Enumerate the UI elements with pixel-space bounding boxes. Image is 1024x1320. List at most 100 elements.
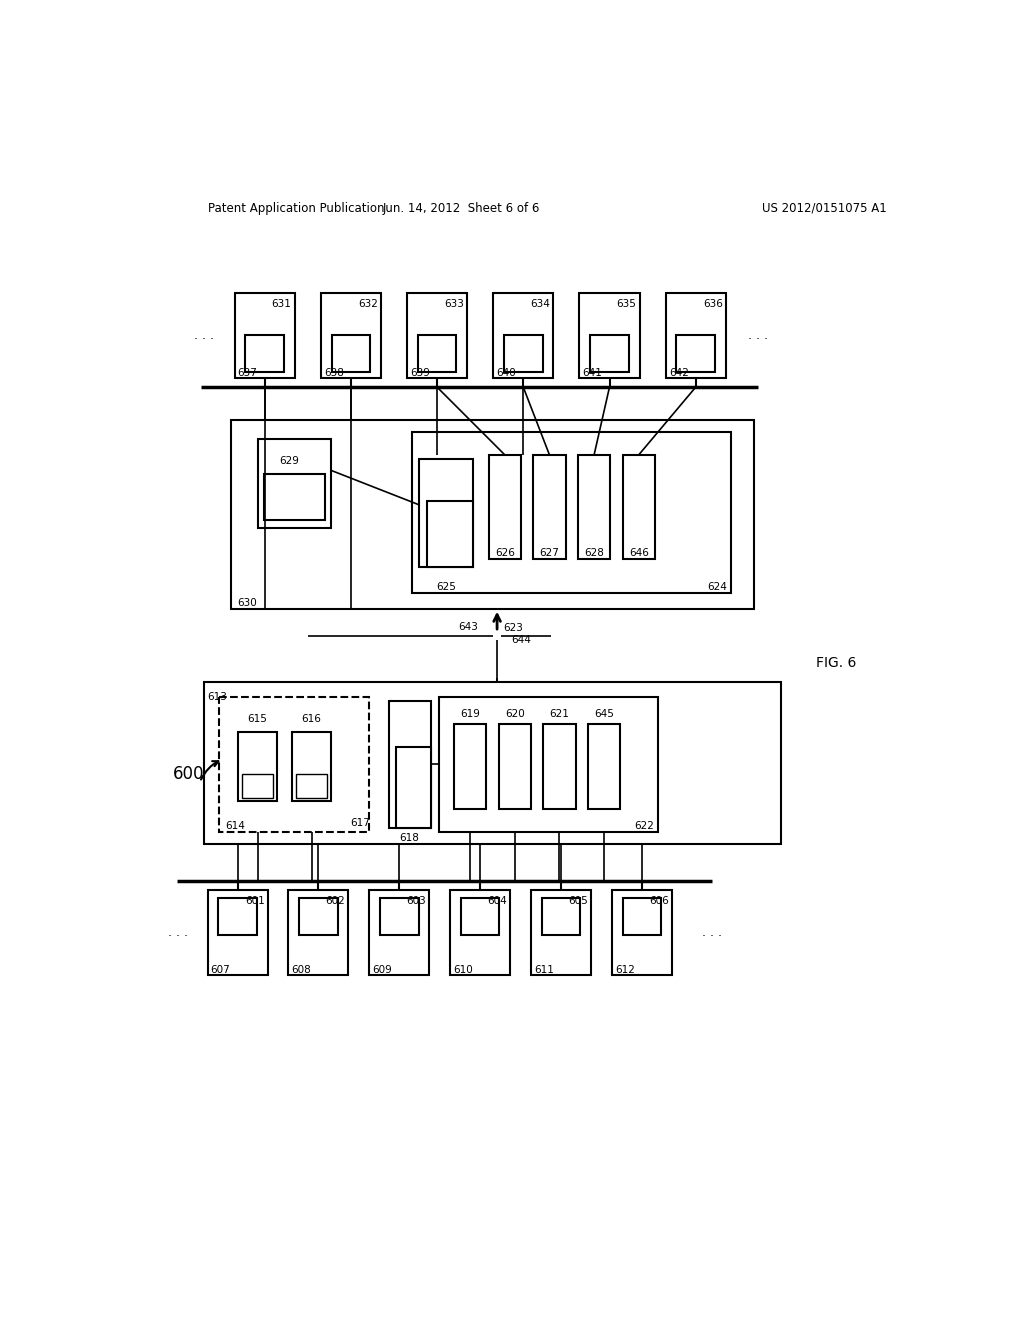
Bar [299, 898, 338, 935]
Bar [321, 293, 381, 378]
Bar [208, 890, 267, 974]
Bar [289, 890, 348, 974]
Text: 645: 645 [594, 709, 614, 719]
Bar [677, 335, 715, 372]
Bar [578, 455, 610, 558]
Bar [243, 775, 273, 797]
Text: . . .: . . . [168, 925, 188, 939]
Text: 606: 606 [649, 896, 669, 906]
Bar [504, 335, 543, 372]
Bar [534, 455, 565, 558]
Bar [258, 440, 331, 528]
Text: 604: 604 [487, 896, 507, 906]
Bar [418, 335, 457, 372]
Bar [234, 293, 295, 378]
Text: 624: 624 [708, 582, 727, 593]
Text: 628: 628 [584, 548, 604, 557]
Text: 629: 629 [280, 455, 299, 466]
Text: 639: 639 [410, 368, 430, 379]
Bar [590, 335, 629, 372]
Bar [488, 455, 521, 558]
Text: 638: 638 [324, 368, 344, 379]
Text: 632: 632 [357, 298, 378, 309]
Text: 611: 611 [535, 965, 554, 975]
Bar [388, 701, 431, 829]
Bar [407, 293, 467, 378]
Text: . . .: . . . [194, 329, 214, 342]
Text: 640: 640 [497, 368, 516, 379]
Text: 635: 635 [616, 298, 637, 309]
Bar [292, 733, 331, 801]
Text: Patent Application Publication: Patent Application Publication [208, 202, 384, 215]
Text: 608: 608 [292, 965, 311, 975]
Text: 630: 630 [237, 598, 257, 607]
Text: 631: 631 [271, 298, 292, 309]
Bar [380, 898, 419, 935]
Text: 619: 619 [460, 709, 480, 719]
Bar [588, 725, 621, 809]
Bar [264, 474, 325, 520]
Bar [230, 420, 755, 609]
Text: 626: 626 [495, 548, 515, 557]
Bar [451, 890, 510, 974]
Bar [544, 725, 575, 809]
Bar [542, 898, 581, 935]
Text: . . .: . . . [749, 329, 768, 342]
Text: 616: 616 [302, 714, 322, 723]
Text: FIG. 6: FIG. 6 [816, 656, 856, 669]
Text: 622: 622 [634, 821, 654, 832]
Text: 621: 621 [550, 709, 569, 719]
Text: 646: 646 [629, 548, 648, 557]
Bar [332, 335, 370, 372]
Text: 618: 618 [399, 833, 419, 842]
Bar [580, 293, 640, 378]
Bar [623, 898, 662, 935]
Bar [218, 898, 257, 935]
Text: 610: 610 [454, 965, 473, 975]
Text: Jun. 14, 2012  Sheet 6 of 6: Jun. 14, 2012 Sheet 6 of 6 [383, 202, 541, 215]
Bar [623, 455, 655, 558]
Text: 602: 602 [326, 896, 345, 906]
Bar [499, 725, 531, 809]
Text: 603: 603 [407, 896, 426, 906]
Bar [296, 775, 327, 797]
Text: 600: 600 [173, 766, 204, 783]
Text: 615: 615 [248, 714, 267, 723]
Text: 642: 642 [669, 368, 689, 379]
Text: 613: 613 [208, 693, 227, 702]
Text: 636: 636 [702, 298, 723, 309]
Bar [219, 697, 370, 832]
Bar [419, 459, 473, 566]
Text: 643: 643 [459, 622, 478, 631]
Bar [531, 890, 591, 974]
Text: 612: 612 [614, 965, 635, 975]
Text: 607: 607 [211, 965, 230, 975]
Text: 644: 644 [511, 635, 530, 644]
Text: 641: 641 [583, 368, 602, 379]
Text: 601: 601 [245, 896, 264, 906]
Text: 634: 634 [530, 298, 550, 309]
Bar [666, 293, 726, 378]
Text: 605: 605 [568, 896, 588, 906]
Bar [427, 502, 473, 566]
Bar [412, 432, 731, 594]
Bar [396, 747, 431, 829]
Text: 623: 623 [503, 623, 523, 634]
Bar [370, 890, 429, 974]
Bar [494, 293, 553, 378]
Bar [611, 890, 672, 974]
Bar [246, 335, 284, 372]
Text: 633: 633 [444, 298, 464, 309]
Text: 617: 617 [350, 818, 370, 828]
Text: 620: 620 [505, 709, 524, 719]
Bar [204, 682, 781, 843]
Text: US 2012/0151075 A1: US 2012/0151075 A1 [762, 202, 887, 215]
Bar [461, 898, 500, 935]
Text: 625: 625 [436, 582, 457, 593]
Text: . . .: . . . [701, 925, 722, 939]
Bar [239, 733, 276, 801]
Text: 627: 627 [540, 548, 559, 557]
Bar [454, 725, 486, 809]
Text: 609: 609 [373, 965, 392, 975]
Text: 637: 637 [238, 368, 257, 379]
